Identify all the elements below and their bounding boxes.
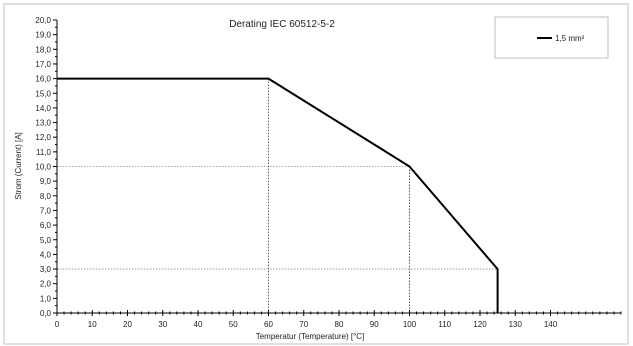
x-tick-label: 0	[55, 320, 60, 329]
series-line	[57, 77, 499, 313]
y-tick-label: 7,0	[40, 206, 52, 215]
x-axis-title: Temperatur (Temperature) [°C]	[256, 332, 365, 341]
y-tick-label: 4,0	[40, 250, 52, 259]
x-tick-label: 80	[335, 320, 344, 329]
y-tick-label: 11,0	[36, 148, 52, 157]
x-tick-label: 100	[403, 320, 417, 329]
x-tick-label: 140	[544, 320, 558, 329]
chart-title: Derating IEC 60512-5-2	[229, 19, 335, 30]
x-tick-label: 90	[370, 320, 379, 329]
y-tick-label: 8,0	[40, 192, 52, 201]
x-tick-label: 130	[509, 320, 523, 329]
legend-label: 1,5 mm²	[555, 34, 585, 43]
chart-area-border	[3, 3, 629, 345]
x-tick-label: 60	[264, 320, 273, 329]
y-tick-label: 16,0	[35, 75, 51, 84]
series-group	[57, 77, 499, 313]
y-tick-label: 17,0	[35, 60, 51, 69]
x-tick-label: 50	[229, 320, 238, 329]
y-tick-label: 20,0	[35, 16, 51, 25]
x-tick-label: 70	[299, 320, 308, 329]
y-tick-label: 9,0	[40, 177, 52, 186]
x-tick-label: 10	[88, 320, 97, 329]
y-tick-label: 10,0	[35, 163, 51, 172]
y-tick-label: 3,0	[40, 265, 52, 274]
y-tick-label: 0,0	[40, 309, 52, 318]
y-tick-label: 1,0	[40, 294, 52, 303]
y-tick-label: 13,0	[35, 119, 51, 128]
x-tick-label: 20	[123, 320, 132, 329]
y-tick-label: 6,0	[40, 221, 52, 230]
y-axis-title: Strom (Current) [A]	[14, 132, 23, 200]
axes: 0,0 1,0 2,0 3,0 4,0 5,0 6,0 7,0 8,0 9,0 10,0 11,0 12…	[35, 16, 622, 329]
x-tick-label: 30	[158, 320, 167, 329]
legend: 1,5 mm²	[494, 16, 609, 59]
y-tick-label: 12,0	[35, 133, 51, 142]
x-tick-label: 40	[194, 320, 203, 329]
x-tick-label: 110	[438, 320, 451, 329]
y-tick-label: 2,0	[40, 280, 52, 289]
y-tick-label: 15,0	[35, 89, 51, 98]
y-tick-label: 5,0	[40, 236, 52, 245]
y-tick-label: 19,0	[35, 31, 51, 40]
y-tick-label: 14,0	[35, 104, 51, 113]
y-tick-label: 18,0	[35, 45, 51, 54]
x-tick-label: 120	[473, 320, 487, 329]
